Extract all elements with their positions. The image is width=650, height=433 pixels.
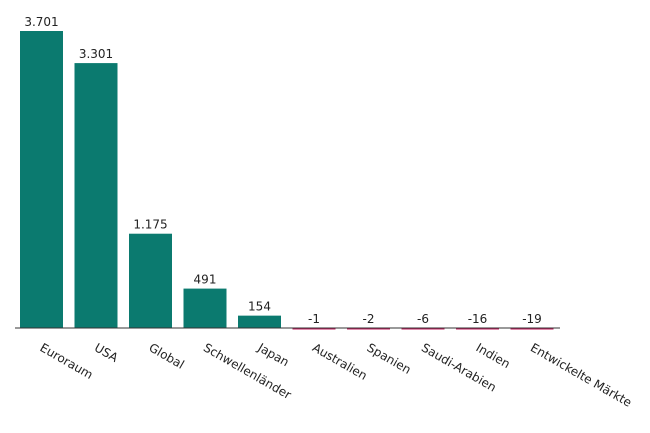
value-label-global: 1.175 [133, 218, 167, 232]
bar-australien [292, 328, 336, 330]
bar-japan [238, 315, 281, 328]
category-label-entwickelte-maerkte: Entwickelte Märkte [528, 340, 634, 409]
category-label-spanien: Spanien [365, 340, 414, 376]
value-labels-group: 3.701 3.301 1.175 491 154 -1 -2 -6 -16 -19 [24, 15, 541, 326]
value-label-australien: -1 [308, 312, 320, 326]
value-label-indien: -16 [468, 312, 488, 326]
bar-entwickelte-maerkte [510, 328, 554, 330]
value-label-schwellenlaender: 491 [194, 273, 217, 287]
bar-schwellenlaender [183, 288, 227, 328]
value-label-saudi-arabien: -6 [417, 312, 429, 326]
category-label-usa: USA [92, 340, 121, 365]
category-label-australien: Australien [310, 340, 370, 382]
bar-spanien [347, 328, 390, 330]
value-label-entwickelte-maerkte: -19 [522, 312, 542, 326]
category-label-euroraum: Euroraum [38, 340, 96, 382]
bar-indien [456, 328, 499, 330]
bar-euroraum [20, 31, 63, 328]
bar-usa [74, 63, 118, 329]
value-label-euroraum: 3.701 [24, 15, 58, 29]
bar-saudi-arabien [401, 328, 445, 330]
value-label-japan: 154 [248, 300, 271, 314]
value-label-usa: 3.301 [79, 47, 113, 61]
category-label-indien: Indien [474, 340, 513, 371]
category-label-japan: Japan [255, 340, 292, 369]
bar-global [129, 233, 172, 328]
bars-group [20, 31, 554, 330]
value-label-spanien: -2 [363, 312, 375, 326]
category-label-global: Global [147, 340, 187, 371]
